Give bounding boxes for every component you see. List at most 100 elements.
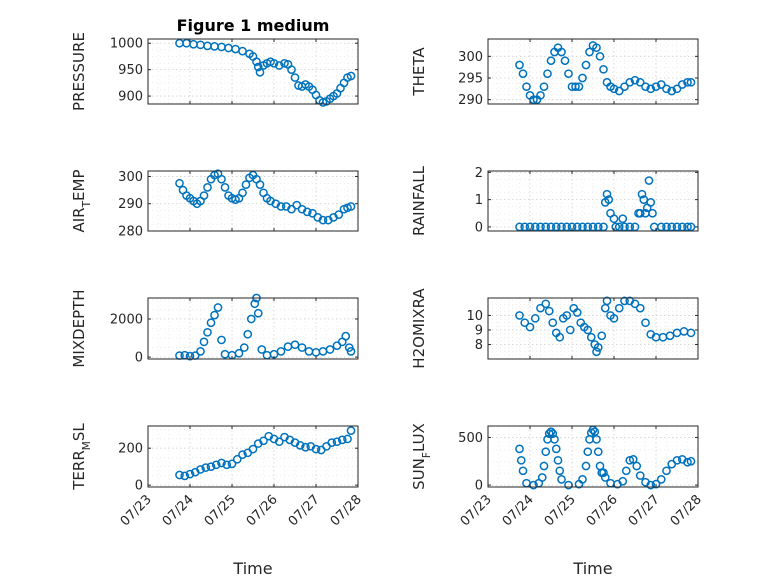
data-point bbox=[276, 202, 286, 211]
data-point bbox=[537, 473, 547, 482]
data-point bbox=[518, 466, 528, 476]
data-point bbox=[346, 347, 356, 356]
data-point bbox=[210, 310, 219, 320]
data-point bbox=[308, 208, 317, 218]
data-point bbox=[175, 470, 184, 480]
data-point bbox=[644, 176, 654, 185]
data-point bbox=[574, 82, 584, 92]
data-point bbox=[560, 56, 570, 66]
data-point bbox=[522, 82, 531, 92]
data-point bbox=[646, 480, 656, 490]
y-axis-label: AIRTEMP bbox=[70, 170, 93, 233]
data-point bbox=[672, 84, 682, 94]
data-point bbox=[639, 195, 649, 204]
subplot-air-temp: 280 290 300 AIRTEMP bbox=[70, 169, 359, 240]
x-axis-label: Time bbox=[232, 559, 272, 578]
data-point bbox=[203, 327, 212, 337]
data-point bbox=[635, 303, 645, 313]
data-point bbox=[609, 84, 619, 94]
data-point bbox=[581, 461, 591, 471]
x-tick-label: 07/28 bbox=[328, 492, 365, 529]
data-point bbox=[201, 463, 211, 472]
data-point bbox=[539, 461, 549, 471]
y-tick-label: 300 bbox=[118, 170, 143, 185]
data-point bbox=[239, 343, 249, 352]
data-point bbox=[536, 90, 545, 100]
data-point bbox=[290, 340, 300, 350]
x-tick-label: 07/26 bbox=[244, 492, 281, 529]
y-tick-label: 290 bbox=[458, 93, 483, 108]
data-point bbox=[346, 426, 356, 435]
data-point bbox=[196, 347, 205, 356]
data-point bbox=[565, 325, 575, 335]
data-point bbox=[572, 308, 582, 317]
data-point bbox=[635, 208, 645, 218]
data-point bbox=[206, 462, 216, 472]
data-point bbox=[683, 457, 692, 467]
data-point bbox=[269, 58, 279, 68]
data-point bbox=[592, 347, 601, 357]
y-tick-label: 280 bbox=[118, 225, 143, 240]
data-point bbox=[646, 198, 656, 207]
data-point bbox=[564, 69, 573, 79]
data-point bbox=[199, 191, 209, 200]
data-point bbox=[614, 303, 624, 313]
data-point bbox=[238, 188, 247, 198]
data-point bbox=[583, 325, 593, 335]
data-point bbox=[590, 427, 600, 437]
x-tick-label: 07/28 bbox=[668, 492, 705, 529]
data-point bbox=[302, 207, 312, 217]
axes-frame bbox=[487, 170, 699, 232]
data-point bbox=[618, 214, 628, 224]
data-point bbox=[220, 183, 230, 192]
data-point bbox=[341, 331, 351, 341]
data-point bbox=[311, 444, 321, 454]
data-point bbox=[651, 82, 661, 92]
data-point bbox=[318, 215, 328, 225]
data-point bbox=[641, 318, 650, 328]
data-point bbox=[546, 427, 556, 437]
y-tick-label: 500 bbox=[458, 431, 483, 446]
x-tick-label: 07/24 bbox=[160, 492, 197, 529]
data-point bbox=[597, 331, 607, 341]
data-point bbox=[227, 459, 237, 469]
data-point bbox=[544, 306, 554, 316]
axes-frame bbox=[487, 297, 699, 360]
data-point bbox=[515, 60, 524, 70]
data-point bbox=[539, 82, 549, 92]
data-point bbox=[250, 299, 260, 309]
data-point bbox=[243, 329, 253, 339]
data-point bbox=[248, 444, 258, 454]
subplot-theta: 290 295 300 THETA bbox=[410, 38, 699, 108]
axes-frame bbox=[487, 425, 699, 488]
data-point bbox=[585, 47, 594, 57]
y-tick-label: 9 bbox=[475, 323, 483, 338]
data-point bbox=[238, 450, 247, 460]
data-point bbox=[578, 73, 587, 83]
data-point bbox=[592, 43, 601, 53]
data-point bbox=[259, 436, 268, 446]
y-tick-label: 10 bbox=[466, 309, 483, 324]
axes-frame bbox=[147, 170, 359, 232]
data-point bbox=[555, 332, 565, 342]
data-point bbox=[211, 460, 221, 470]
data-point bbox=[232, 454, 242, 464]
data-point bbox=[641, 82, 650, 92]
data-point bbox=[557, 47, 566, 57]
data-point bbox=[548, 429, 558, 438]
data-point bbox=[600, 473, 610, 482]
y-tick-label: 8 bbox=[475, 338, 483, 353]
data-point bbox=[274, 437, 284, 447]
data-point bbox=[332, 437, 342, 447]
data-point bbox=[346, 202, 356, 211]
data-point bbox=[677, 80, 687, 89]
data-point bbox=[686, 328, 696, 338]
data-point bbox=[621, 466, 631, 476]
x-tick-label: 07/26 bbox=[584, 492, 621, 529]
y-tick-label: 1 bbox=[475, 193, 483, 208]
data-point bbox=[217, 335, 226, 345]
data-point bbox=[656, 475, 666, 484]
y-axis-label: H2OMIXRA bbox=[410, 288, 428, 369]
data-point bbox=[180, 471, 190, 481]
